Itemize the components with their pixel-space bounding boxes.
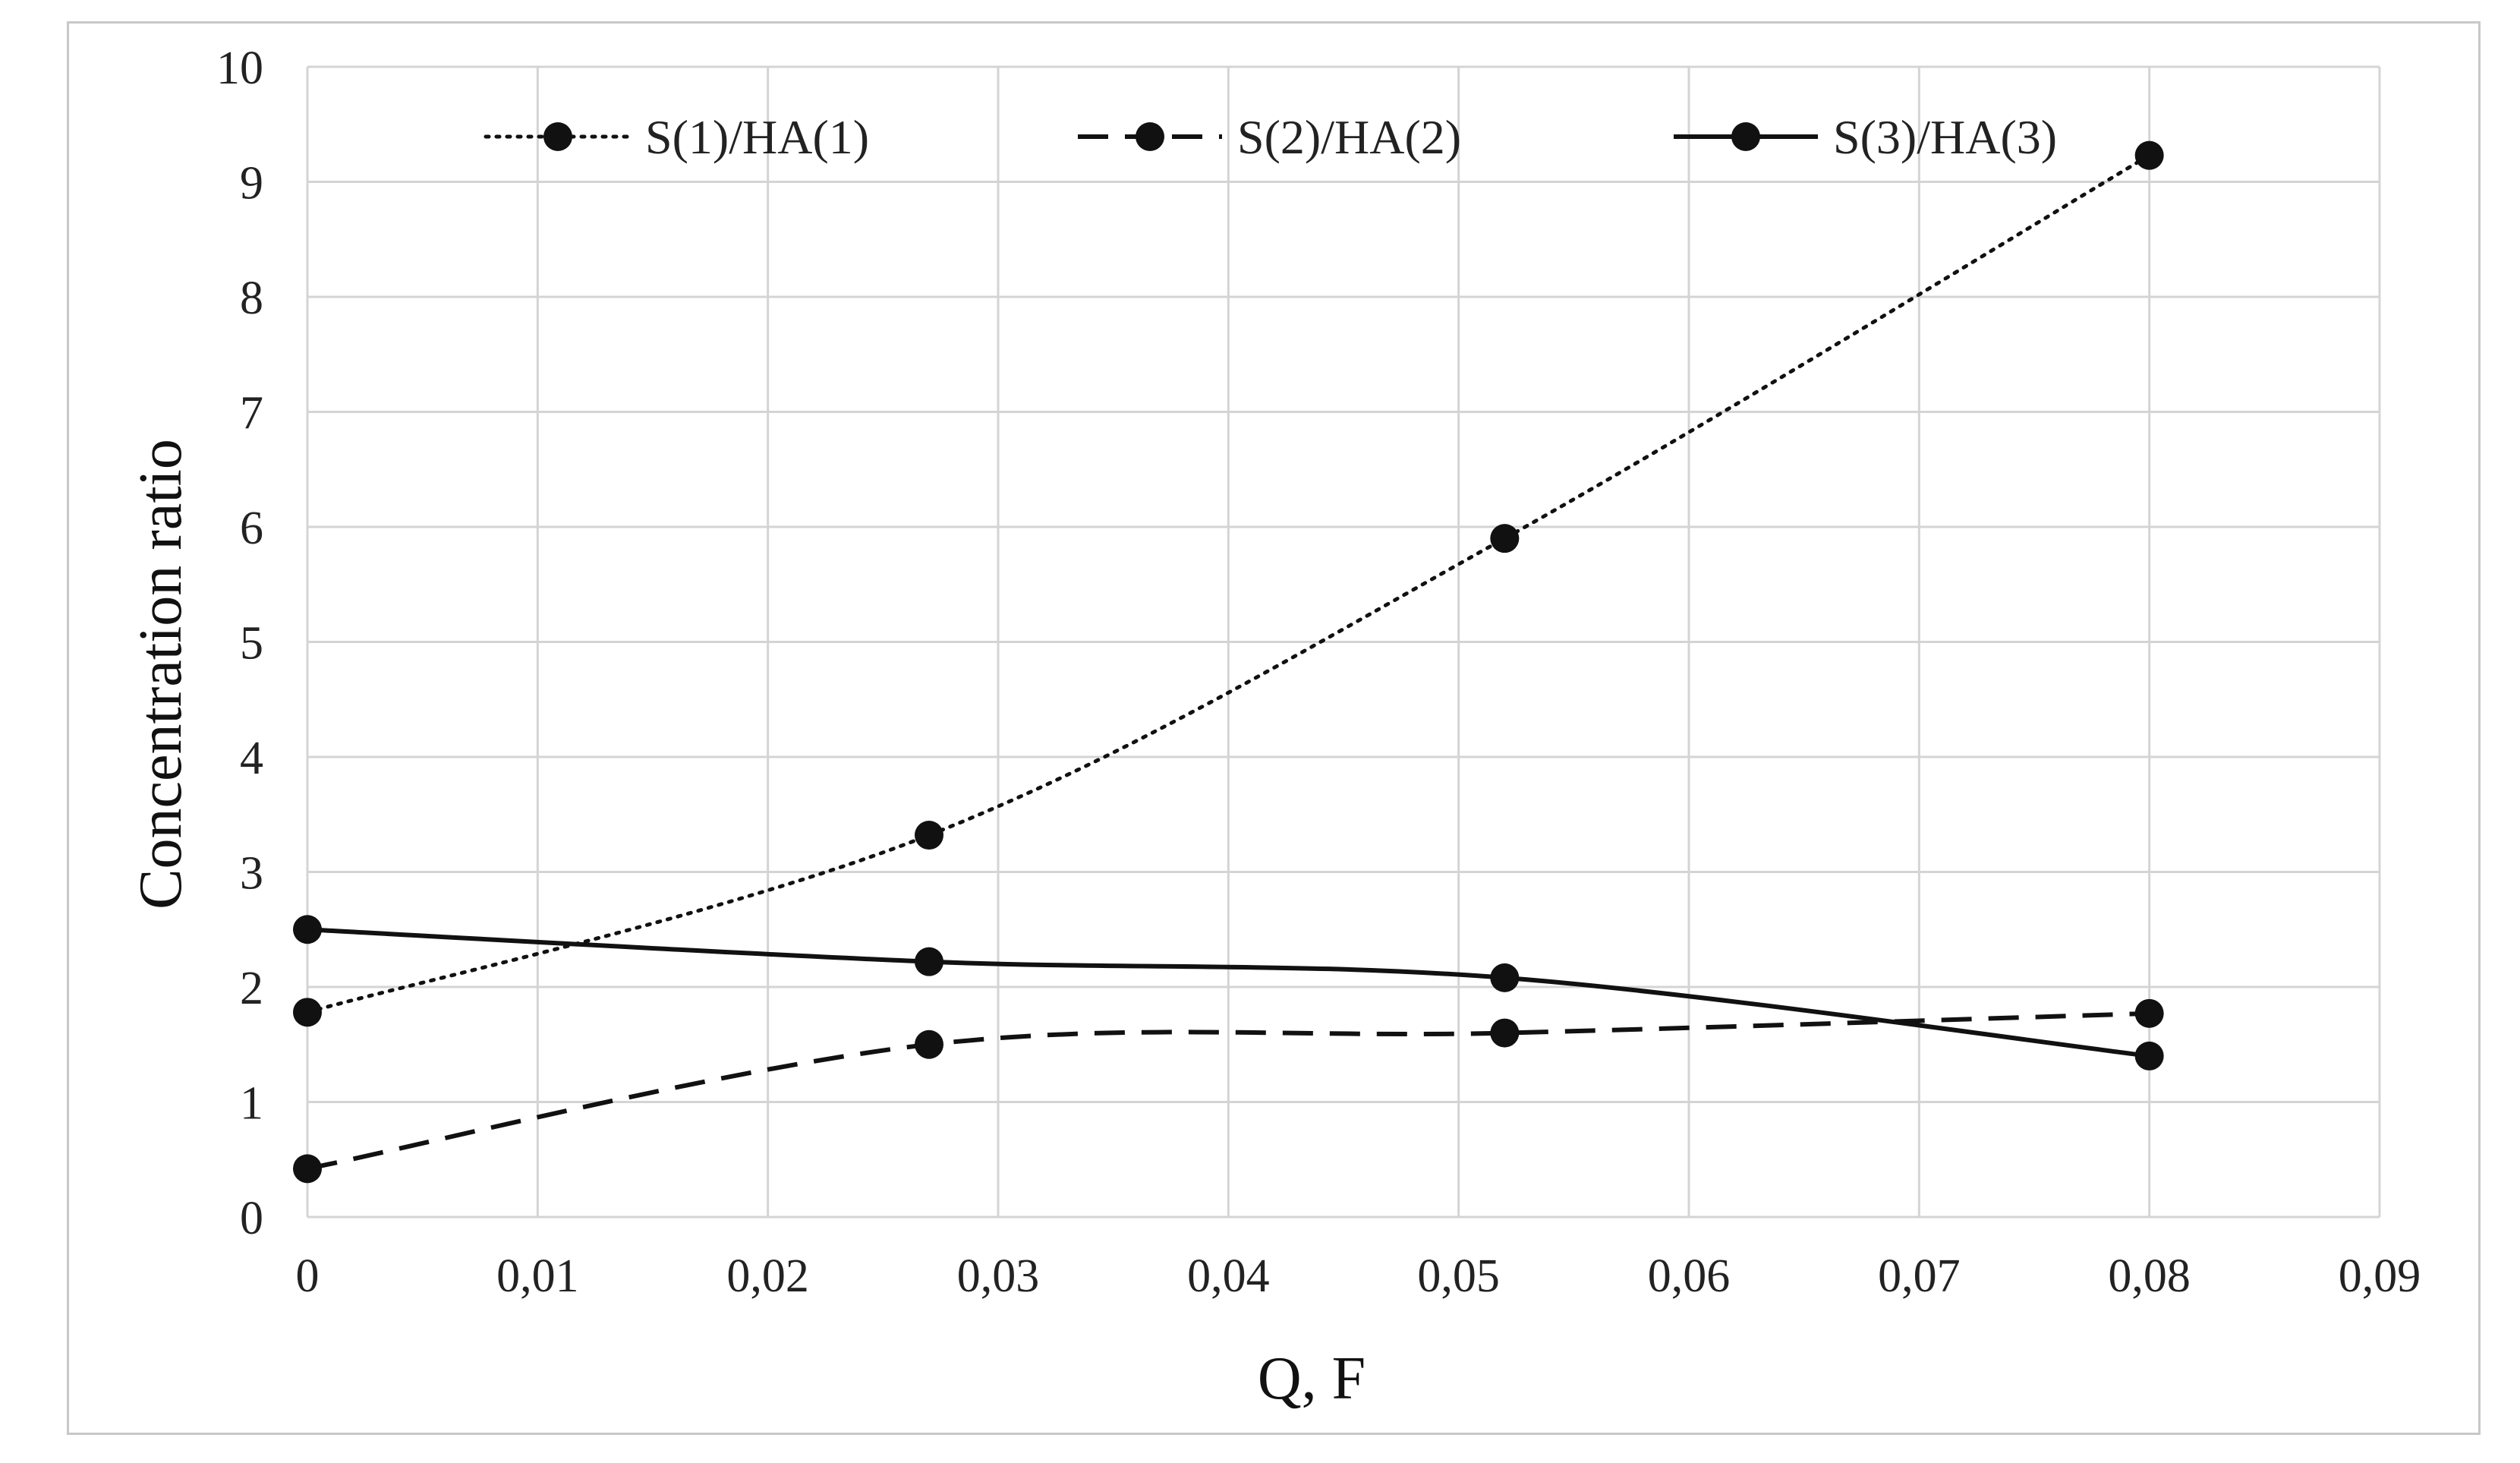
series-line-1 xyxy=(305,153,2152,1014)
y-tick-label: 3 xyxy=(240,848,263,900)
series-line-3 xyxy=(307,927,2150,1058)
data-markers xyxy=(293,140,2164,1184)
legend: S(1)/HA(1) S(2)/HA(2) S(3)/HA(3) xyxy=(484,110,2057,164)
data-point-series-2 xyxy=(915,1029,943,1059)
data-point-series-2 xyxy=(1490,1018,1520,1048)
y-axis-title: Concentration ratio xyxy=(128,439,194,910)
tick-labels: 0 0,01 0,02 0,03 0,04 0,05 0,06 0,07 0,08 0,09 0 1 2… xyxy=(216,43,2421,1302)
legend-marker-3 xyxy=(1731,122,1760,151)
data-point-series-2 xyxy=(2134,998,2164,1028)
data-point-series-1 xyxy=(293,998,322,1027)
y-tick-label: 0 xyxy=(240,1193,263,1244)
x-tick-label: 0,04 xyxy=(1187,1250,1270,1302)
y-tick-label: 6 xyxy=(240,503,263,554)
data-point-series-3 xyxy=(293,915,322,944)
legend-label-3: S(3)/HA(3) xyxy=(1833,110,2057,164)
y-tick-label: 4 xyxy=(240,733,263,784)
x-tick-label: 0 xyxy=(296,1250,320,1302)
data-point-series-3 xyxy=(915,947,943,976)
x-tick-label: 0,07 xyxy=(1878,1250,1961,1302)
plot-area xyxy=(305,153,2152,1171)
legend-label-2: S(2)/HA(2) xyxy=(1237,110,1461,164)
data-point-series-1 xyxy=(2134,140,2164,170)
x-axis-title: Q, F xyxy=(1258,1345,1366,1412)
x-tick-label: 0,09 xyxy=(2339,1250,2421,1302)
x-tick-label: 0,02 xyxy=(726,1250,809,1302)
y-tick-label: 10 xyxy=(216,43,263,94)
legend-marker-1 xyxy=(543,122,572,151)
y-tick-label: 5 xyxy=(240,618,263,670)
y-tick-label: 1 xyxy=(240,1078,263,1130)
data-point-series-3 xyxy=(2134,1041,2164,1070)
x-tick-label: 0,05 xyxy=(1417,1250,1500,1302)
y-tick-label: 7 xyxy=(240,388,263,440)
y-tick-label: 9 xyxy=(240,158,263,210)
y-tick-label: 8 xyxy=(240,273,263,324)
x-tick-label: 0,08 xyxy=(2108,1250,2191,1302)
data-point-series-2 xyxy=(293,1154,322,1184)
chart-frame xyxy=(67,21,2481,1435)
data-point-series-3 xyxy=(1490,963,1520,992)
x-tick-label: 0,03 xyxy=(957,1250,1040,1302)
series-line-2 xyxy=(307,1011,2150,1171)
legend-marker-2 xyxy=(1136,122,1164,151)
data-point-series-1 xyxy=(1490,524,1520,553)
x-tick-label: 0,06 xyxy=(1648,1250,1731,1302)
x-tick-label: 0,01 xyxy=(496,1250,579,1302)
legend-label-1: S(1)/HA(1) xyxy=(645,110,869,164)
data-point-series-1 xyxy=(915,821,943,850)
y-tick-label: 2 xyxy=(240,963,263,1014)
